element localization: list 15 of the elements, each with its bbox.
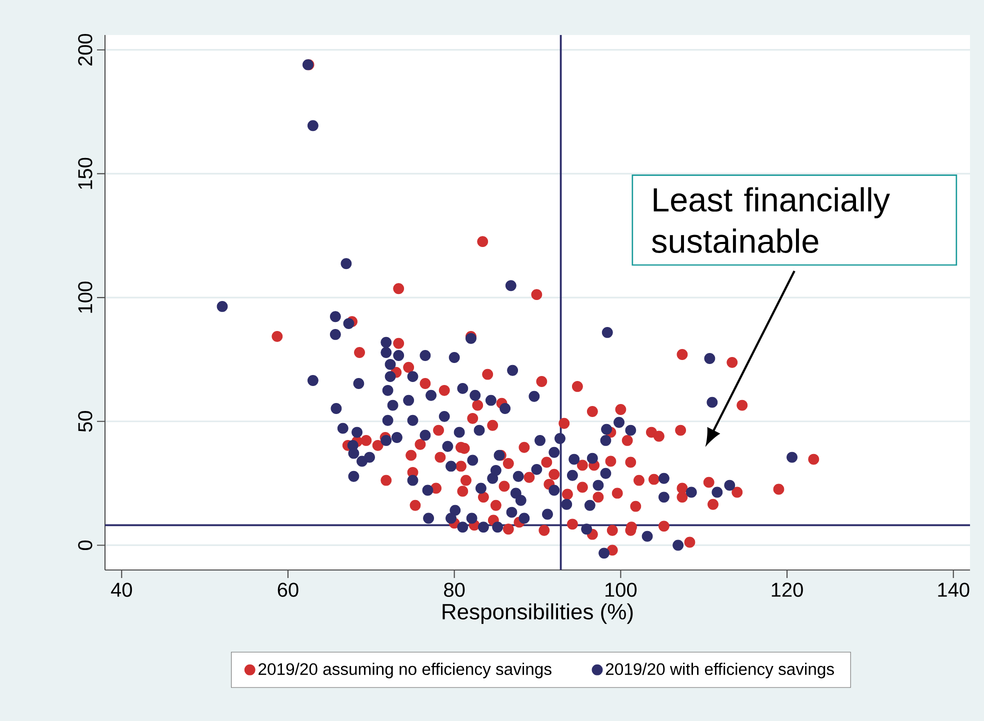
x-tick-label: 60 — [278, 582, 298, 597]
x-tick-label: 80 — [444, 582, 465, 597]
y-tick-label: 50 — [78, 411, 92, 432]
annotation: Least financially sustainable — [652, 187, 890, 254]
x-tick-label: 40 — [110, 582, 132, 597]
legend-label: 2019/20 assuming no efficiency savings — [258, 662, 552, 678]
x-tick-label: 120 — [772, 582, 803, 597]
legend-label: 2019/20 with efficiency savings — [606, 662, 834, 678]
x-axis-title: Responsibilities (%) — [442, 603, 633, 624]
x-tick-label: 140 — [938, 582, 970, 597]
y-tick-label: 200 — [78, 34, 92, 66]
x-tick-label: 100 — [606, 582, 637, 597]
y-tick-label: 100 — [78, 282, 92, 313]
y-tick-label: 0 — [78, 540, 92, 550]
y-tick-label: 150 — [78, 158, 92, 189]
